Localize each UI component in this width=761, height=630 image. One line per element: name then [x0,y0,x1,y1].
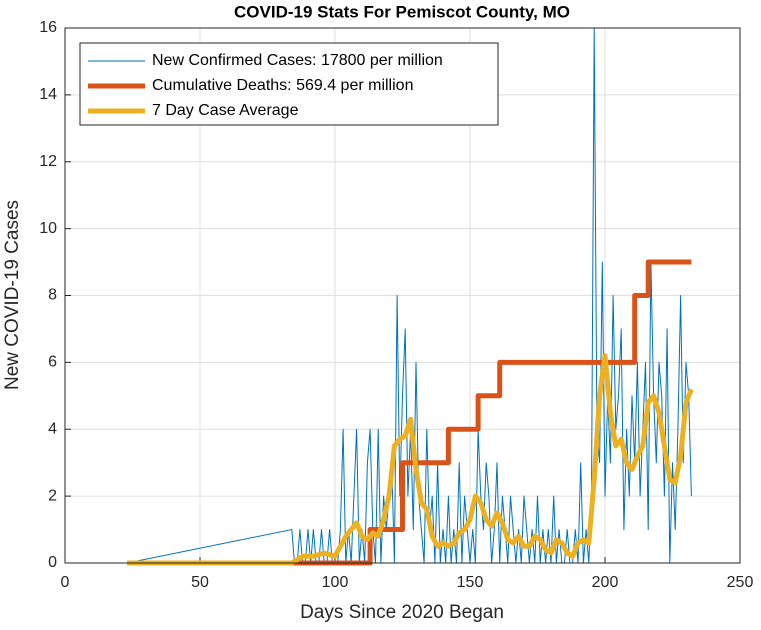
legend-label: Cumulative Deaths: 569.4 per million [152,77,413,94]
x-tick-label: 150 [457,574,484,591]
x-axis-label: Days Since 2020 Began [300,602,504,623]
y-axis-label: New COVID-19 Cases [2,200,23,390]
y-tick-label: 10 [39,220,57,237]
y-tick-label: 14 [39,86,57,103]
y-tick-label: 16 [39,19,57,36]
y-tick-label: 12 [39,153,57,170]
y-tick-label: 4 [48,420,57,437]
chart-title: COVID-19 Stats For Pemiscot County, MO [234,2,570,21]
axes-frame [64,27,741,564]
x-tick-label: 0 [61,574,70,591]
y-tick-label: 0 [48,554,57,571]
x-tick-label: 100 [322,574,349,591]
legend-label: New Confirmed Cases: 17800 per million [152,52,443,69]
x-tick-label: 250 [727,574,754,591]
x-tick-label: 200 [592,574,619,591]
x-tick-label: 50 [191,574,209,591]
legend-box [79,42,499,126]
series-line [127,27,692,564]
y-tick-label: 8 [48,287,57,304]
series-line [127,353,694,566]
y-tick-label: 2 [48,487,57,504]
series-line [127,259,692,566]
y-tick-label: 6 [48,354,57,371]
legend-label: 7 Day Case Average [152,102,299,119]
